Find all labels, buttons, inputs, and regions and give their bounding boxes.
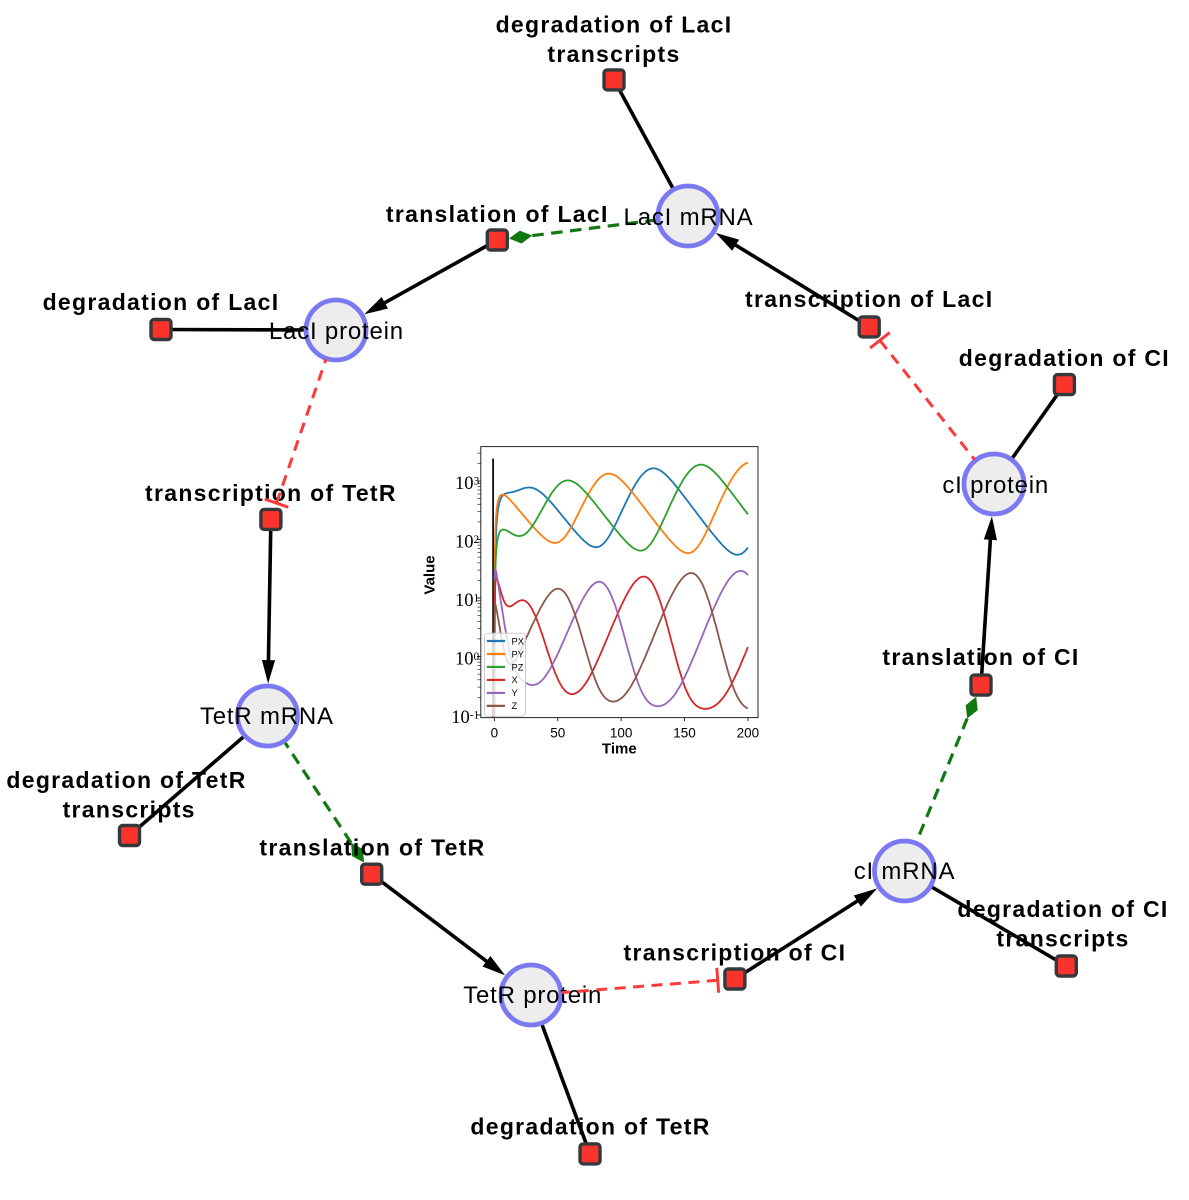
svg-text:PZ: PZ xyxy=(512,662,524,672)
svg-text:Time: Time xyxy=(602,740,637,757)
svg-text:degradation of TetR: degradation of TetR xyxy=(470,1114,710,1140)
svg-text:Value: Value xyxy=(421,555,438,594)
svg-text:degradation of LacI: degradation of LacI xyxy=(43,289,280,315)
svg-text:Y: Y xyxy=(512,688,518,698)
svg-text:Z: Z xyxy=(512,701,518,711)
svg-text:degradation of CI: degradation of CI xyxy=(959,345,1170,371)
svg-text:PY: PY xyxy=(512,649,524,659)
svg-text:transcripts: transcripts xyxy=(547,41,680,67)
svg-text:103: 103 xyxy=(455,474,480,494)
svg-text:200: 200 xyxy=(737,726,760,741)
svg-text:102: 102 xyxy=(455,533,480,553)
svg-text:TetR mRNA: TetR mRNA xyxy=(200,703,334,730)
svg-text:TetR protein: TetR protein xyxy=(463,982,602,1009)
svg-text:transcripts: transcripts xyxy=(63,796,196,822)
svg-text:100: 100 xyxy=(455,650,480,670)
svg-text:100: 100 xyxy=(610,726,633,741)
svg-text:transcription of CI: transcription of CI xyxy=(624,940,847,966)
svg-text:101: 101 xyxy=(455,591,480,611)
svg-text:transcripts: transcripts xyxy=(996,926,1129,952)
svg-text:translation of TetR: translation of TetR xyxy=(259,835,485,861)
svg-text:cI protein: cI protein xyxy=(942,472,1049,499)
svg-text:150: 150 xyxy=(673,726,696,741)
svg-text:X: X xyxy=(512,675,518,685)
svg-text:50: 50 xyxy=(550,726,565,741)
svg-text:PX: PX xyxy=(512,636,524,646)
svg-text:LacI mRNA: LacI mRNA xyxy=(624,204,754,231)
svg-text:degradation of LacI: degradation of LacI xyxy=(496,11,733,37)
svg-text:transcription of LacI: transcription of LacI xyxy=(745,286,993,312)
svg-text:translation of CI: translation of CI xyxy=(882,644,1079,670)
svg-text:degradation of CI: degradation of CI xyxy=(957,896,1168,922)
svg-text:0: 0 xyxy=(491,726,499,741)
svg-text:LacI protein: LacI protein xyxy=(269,318,404,345)
svg-text:translation of LacI: translation of LacI xyxy=(386,201,609,227)
svg-text:cI mRNA: cI mRNA xyxy=(854,858,956,885)
svg-text:degradation of TetR: degradation of TetR xyxy=(6,767,246,793)
